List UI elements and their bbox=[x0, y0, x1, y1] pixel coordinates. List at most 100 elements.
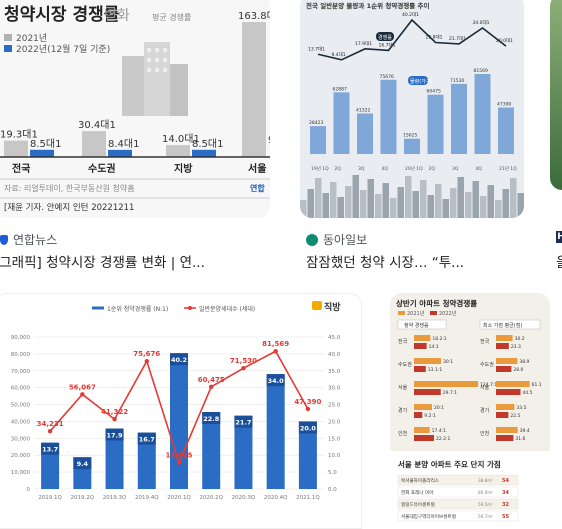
score-label: 31.6 bbox=[515, 436, 525, 442]
left-header-box bbox=[397, 319, 447, 330]
chart1-source: 자료: 리얼투데이, 한국부동산원 청약홈 bbox=[4, 183, 135, 193]
competition-bar bbox=[105, 428, 124, 489]
y-left-tick: 30,000 bbox=[11, 436, 31, 442]
chart1-heading: 청약시장 경쟁률 bbox=[4, 4, 120, 25]
skyline-building bbox=[322, 193, 329, 218]
zigbang-brand: 직방 bbox=[324, 301, 341, 313]
bar-value-label: 75676 bbox=[380, 74, 394, 80]
y-left-tick: 20,000 bbox=[11, 453, 31, 459]
result-image-5[interactable]: 상반기 아파트 청약경쟁률 2021년 2022년 청약 경쟁률 최소 가점 평… bbox=[390, 293, 550, 529]
complex-score: 34 bbox=[502, 490, 509, 496]
chart2-line bbox=[317, 18, 507, 61]
y-left-tick: 0 bbox=[27, 487, 31, 493]
bar-value-label: 81569 bbox=[474, 68, 488, 74]
legend-swatch-2021 bbox=[398, 311, 405, 315]
result-image-2[interactable]: 전국 일반분양 물량과 1순위 청약경쟁률 추이 28423 19년 1Q 13.7… bbox=[300, 0, 524, 218]
result-source-3[interactable]: H bbox=[556, 231, 562, 243]
result-source-2[interactable]: 동아일보 bbox=[306, 231, 367, 248]
rate-label: 14:1 bbox=[429, 344, 439, 350]
list-row bbox=[397, 510, 519, 522]
line-marker bbox=[305, 406, 311, 412]
skyline-building bbox=[337, 197, 344, 218]
chart1-avg-label: 평균 경쟁률 bbox=[152, 12, 191, 22]
result-title-1[interactable]: [그래픽] 청약시장 경쟁률 변화 | 연... bbox=[0, 255, 205, 271]
complex-area: 59.7m² bbox=[478, 514, 493, 519]
category-label: 전국 bbox=[12, 162, 30, 175]
rate-label: 30:1 bbox=[443, 359, 453, 365]
rate-label: 124.7:1 bbox=[480, 382, 497, 388]
line-value-label: 75,676 bbox=[133, 350, 160, 358]
bar-value-label: 16.7 bbox=[139, 436, 155, 444]
score-bar-2022 bbox=[496, 343, 509, 349]
result-image-3[interactable] bbox=[550, 0, 562, 190]
skyline-building bbox=[427, 195, 434, 218]
volume-bar bbox=[427, 94, 444, 154]
y-left-tick: 50,000 bbox=[11, 403, 31, 409]
rate-bar-2022 bbox=[414, 343, 427, 349]
line-value-label: 13.7대1 bbox=[308, 45, 325, 52]
result-source-1[interactable]: 연합뉴스 bbox=[0, 231, 57, 248]
result-title-3[interactable]: 을 bbox=[556, 251, 562, 271]
x-tick-label: 3Q bbox=[452, 166, 459, 172]
bar-cap bbox=[105, 428, 124, 441]
skyline-building bbox=[480, 196, 487, 218]
line-marker bbox=[176, 460, 182, 465]
skyline-building bbox=[487, 185, 494, 218]
bar-value-label: 19.3대1 bbox=[0, 129, 38, 141]
volume-bar bbox=[404, 138, 420, 154]
legend-swatch-2021 bbox=[4, 34, 12, 41]
right-header: 최소 가점 평균(점) bbox=[483, 322, 522, 329]
complex-name: 한화 포레나 미아 bbox=[401, 489, 434, 496]
x-tick-label: 3Q bbox=[358, 166, 365, 172]
donga-favicon-icon bbox=[306, 233, 318, 246]
line-value-label: 47,390 bbox=[294, 398, 321, 406]
chart4-bars: 13.7 2019.1Q 9.4 2019.2Q 17.9 2019.3Q 16.7 2019… bbox=[38, 353, 320, 501]
legend-swatch-2022 bbox=[4, 45, 12, 52]
line-marker bbox=[112, 417, 117, 422]
region-label: 전국 bbox=[398, 338, 408, 345]
yonhap-logo: 연합 bbox=[250, 183, 265, 193]
score-label: 44.5 bbox=[522, 390, 532, 396]
bar-cap bbox=[137, 432, 156, 445]
list-row bbox=[397, 474, 519, 486]
skyline-building bbox=[382, 183, 389, 218]
y-right-tick: 0.0 bbox=[328, 487, 337, 493]
line-value-label: 34.0대1 bbox=[473, 19, 490, 26]
skyline-building bbox=[307, 189, 314, 218]
line-marker bbox=[273, 349, 278, 354]
y-right-tick: 5.0 bbox=[328, 470, 337, 476]
bar-value-label: 13.7 bbox=[42, 446, 58, 454]
y-right-tick: 25.0 bbox=[328, 403, 341, 409]
legend-line-label: 일반분양세대수 (세대) bbox=[199, 305, 255, 313]
bar-cap bbox=[202, 411, 221, 424]
x-tick-label: 2020.2Q bbox=[199, 495, 223, 501]
complex-name: 서울대입구역더아이브센트럴 bbox=[401, 513, 456, 520]
skyline-building bbox=[315, 178, 322, 218]
region-label: 전국 bbox=[480, 338, 490, 345]
line-value-label: 21.7대1 bbox=[449, 35, 466, 42]
legend-2022: 2022년(12월 7일 기준) bbox=[16, 43, 110, 55]
skyline-building bbox=[510, 178, 517, 218]
bar-value-label: 20.0 bbox=[300, 424, 317, 432]
chart-1: 청약시장 경쟁률 변화 평균 경쟁률 2021년 2022년(12월 7일 기준… bbox=[0, 4, 270, 213]
rate-bar-2022 bbox=[414, 389, 441, 395]
competition-bar bbox=[234, 415, 253, 489]
complex-name: 북서울자이폴라리스 bbox=[401, 477, 439, 484]
chart-5: 상반기 아파트 청약경쟁률 2021년 2022년 청약 경쟁률 최소 가점 평… bbox=[390, 298, 550, 529]
skyline-building bbox=[465, 192, 472, 218]
legend-2021: 2021년 bbox=[407, 310, 425, 317]
rate-bar-2021 bbox=[414, 335, 431, 341]
result-image-1[interactable]: 청약시장 경쟁률 변화 평균 경쟁률 2021년 2022년(12월 7일 기준… bbox=[0, 0, 270, 218]
y-left-tick: 90,000 bbox=[11, 335, 31, 341]
zigbang-logo-icon bbox=[312, 301, 322, 310]
score-bar-2021 bbox=[496, 404, 515, 410]
result-title-2[interactable]: 잠잠했던 청약 시장… “투... bbox=[306, 255, 465, 271]
result-image-4[interactable]: 1순위 청약경쟁률 (N:1) 일반분양세대수 (세대) 직방 0 0.0 10,0… bbox=[0, 293, 362, 529]
x-tick-label: 21년 1Q bbox=[499, 165, 517, 172]
left-header: 청약 경쟁률 bbox=[404, 322, 429, 329]
tag-volume-label: 물량(가구) bbox=[410, 78, 432, 85]
competition-bar bbox=[298, 421, 317, 489]
x-tick-label: 19년 1Q bbox=[311, 165, 329, 172]
x-tick-label: 2021.1Q bbox=[296, 495, 320, 501]
x-tick-label: 2020.4Q bbox=[264, 495, 288, 501]
